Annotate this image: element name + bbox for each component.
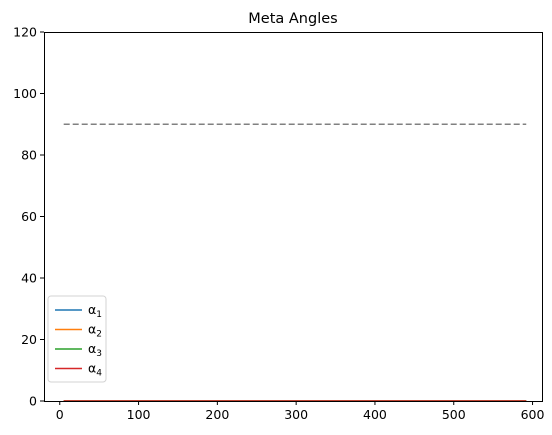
legend-box — [47, 295, 107, 383]
y-tick-label: 80 — [21, 148, 37, 163]
x-tick-label: 100 — [127, 407, 151, 422]
legend-label-symbol: α — [88, 341, 96, 356]
x-tick-label: 200 — [205, 407, 229, 422]
y-tick-label: 60 — [21, 209, 37, 224]
legend-label-symbol: α — [88, 302, 96, 317]
x-tick-label: 600 — [521, 407, 545, 422]
x-tick-label: 0 — [56, 407, 64, 422]
legend-label-symbol: α — [88, 361, 96, 376]
x-tick-label: 300 — [284, 407, 308, 422]
x-tick-label: 500 — [442, 407, 466, 422]
legend-label-alpha-2: α2 — [88, 322, 102, 340]
y-tick-label: 100 — [13, 86, 37, 101]
legend-label-subscript: 3 — [96, 349, 102, 359]
legend-label-subscript: 2 — [96, 330, 102, 340]
legend-label-symbol: α — [88, 322, 96, 337]
y-tick-label: 120 — [13, 25, 37, 40]
y-tick-label: 0 — [29, 394, 37, 409]
x-tick-label: 400 — [363, 407, 387, 422]
x-axis: 0 100 200 300 400 500 600 — [56, 401, 545, 422]
chart-title: Meta Angles — [248, 11, 337, 27]
legend-label-alpha-1: α1 — [88, 302, 102, 320]
legend-label-subscript: 4 — [96, 369, 102, 379]
legend-label-alpha-3: α3 — [88, 341, 102, 359]
y-tick-label: 20 — [21, 332, 37, 347]
plot-frame — [44, 32, 543, 402]
data-layer — [63, 123, 527, 402]
legend-label-alpha-4: α4 — [88, 361, 102, 379]
y-axis: 0 20 40 60 80 100 120 — [13, 25, 44, 409]
y-tick-label: 40 — [21, 271, 37, 286]
legend-label-subscript: 1 — [96, 310, 102, 320]
